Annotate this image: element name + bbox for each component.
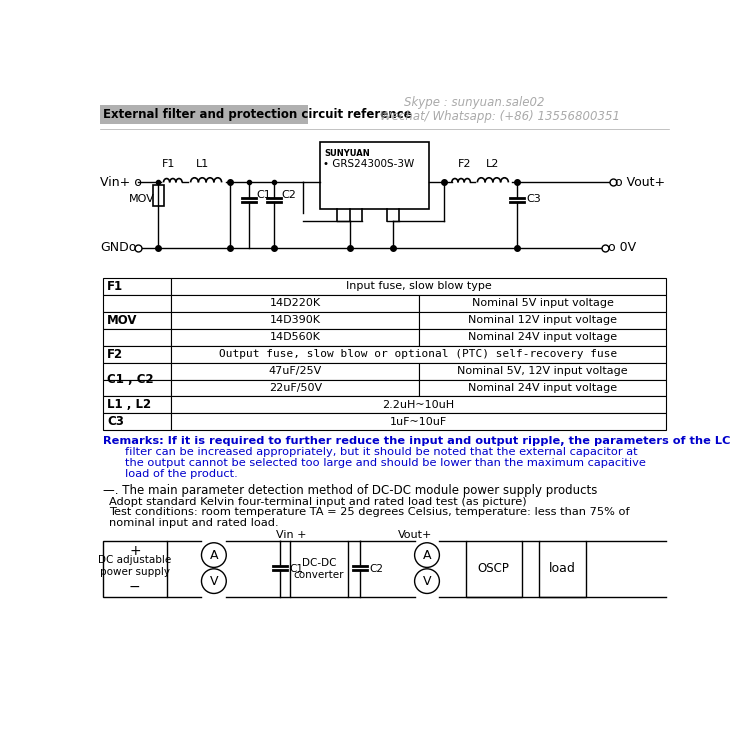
Bar [153,185,164,206]
Bar [171,397,666,413]
Text: SUNYUAN: SUNYUAN [325,148,370,158]
Text: GNDo: GNDo [100,242,136,254]
Text: L2: L2 [485,158,499,169]
Bar [103,542,166,597]
Text: External filter and protection circuit reference: External filter and protection circuit r… [103,108,412,122]
Bar [103,278,171,295]
Bar [419,295,666,312]
Text: −: − [129,580,141,593]
Text: 14D220K: 14D220K [270,298,321,308]
Text: DC-DC
converter: DC-DC converter [294,558,344,580]
Text: Nominal 12V input voltage: Nominal 12V input voltage [468,315,617,326]
Bar [103,413,171,430]
Text: o Vout+: o Vout+ [615,176,665,189]
Bar [290,542,348,597]
Text: F1: F1 [107,280,123,292]
Text: Adopt standard Kelvin four-terminal input and rated load test (as picture): Adopt standard Kelvin four-terminal inpu… [110,496,526,506]
Text: 14D390K: 14D390K [270,315,321,326]
Text: OSCP: OSCP [478,562,509,575]
Bar [103,380,171,397]
Text: Vout+: Vout+ [398,530,432,541]
Bar [171,413,666,430]
Bar [103,328,171,346]
Bar [171,346,666,362]
Text: • GRS24300S-3W: • GRS24300S-3W [323,159,415,170]
Bar [171,278,666,295]
Text: 47uF/25V: 47uF/25V [268,366,322,376]
Text: F2: F2 [107,347,123,361]
Bar [539,542,586,597]
Text: F1: F1 [162,158,176,169]
Text: DC adjustable
power supply: DC adjustable power supply [98,555,172,577]
Text: A: A [423,548,431,562]
Text: Remarks: If it is required to further reduce the input and output ripple, the pa: Remarks: If it is required to further re… [103,436,730,446]
Bar [171,328,419,346]
Text: o 0V: o 0V [608,242,636,254]
Text: Nominal 5V, 12V input voltage: Nominal 5V, 12V input voltage [458,366,628,376]
Text: Output fuse, slow blow or optional (PTC) self-recovery fuse: Output fuse, slow blow or optional (PTC)… [219,349,617,359]
Bar [171,295,419,312]
Text: A: A [209,548,218,562]
Text: L1: L1 [196,158,208,169]
Text: Vin +: Vin + [276,530,306,541]
Text: Nominal 5V input voltage: Nominal 5V input voltage [472,298,614,308]
Text: Vin+ o: Vin+ o [100,176,142,189]
Bar [171,362,419,380]
Text: 14D560K: 14D560K [270,332,321,342]
Text: +: + [129,544,141,558]
Bar [103,295,171,312]
Text: C1: C1 [256,190,272,200]
Bar [103,312,171,328]
Bar [419,362,666,380]
Text: Test conditions: room temperature TA = 25 degrees Celsius, temperature: less tha: Test conditions: room temperature TA = 2… [110,507,630,518]
Text: Nominal 24V input voltage: Nominal 24V input voltage [468,383,617,393]
Text: —. The main parameter detection method of DC-DC module power supply products: —. The main parameter detection method o… [103,484,598,497]
Text: filter can be increased appropriately, but it should be noted that the external : filter can be increased appropriately, b… [124,447,638,458]
Bar [419,312,666,328]
Text: 22uF/50V: 22uF/50V [268,383,322,393]
Bar [171,312,419,328]
Text: 1uF~10uF: 1uF~10uF [390,417,447,427]
Text: C1: C1 [289,564,303,574]
Bar [103,397,171,413]
Text: the output cannot be selected too large and should be lower than the maximum cap: the output cannot be selected too large … [124,458,646,468]
Text: Skype : sunyuan.sale02: Skype : sunyuan.sale02 [404,96,544,109]
Text: Input fuse, slow blow type: Input fuse, slow blow type [346,281,491,291]
Text: MOV: MOV [129,194,155,204]
Bar [100,106,308,124]
Text: Nominal 24V input voltage: Nominal 24V input voltage [468,332,617,342]
Bar [466,542,521,597]
Text: nominal input and rated load.: nominal input and rated load. [110,518,279,528]
Text: C3: C3 [107,416,124,428]
Text: Wechat/ Whatsapp: (+86) 13556800351: Wechat/ Whatsapp: (+86) 13556800351 [380,110,620,123]
Text: V: V [423,574,431,588]
Text: L1 , L2: L1 , L2 [107,398,151,412]
Text: C1 , C2: C1 , C2 [107,373,154,386]
Text: load of the product.: load of the product. [124,469,238,478]
Text: MOV: MOV [107,314,137,327]
Bar [320,142,428,209]
Bar [419,380,666,397]
Text: C3: C3 [526,194,541,204]
Bar [103,362,171,380]
Bar [171,380,419,397]
Text: load: load [549,562,576,575]
Bar [419,328,666,346]
Text: F2: F2 [458,158,471,169]
Text: C2: C2 [369,564,382,574]
Text: V: V [209,574,218,588]
Text: 2.2uH~10uH: 2.2uH~10uH [382,400,454,410]
Text: C2: C2 [281,190,296,200]
Bar [103,346,171,362]
